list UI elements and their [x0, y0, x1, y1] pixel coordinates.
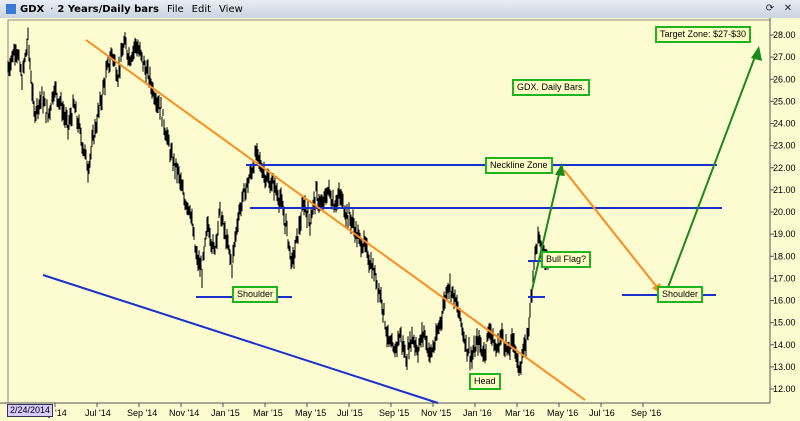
- x-tick-label: Sep '14: [127, 408, 157, 418]
- y-tick-label: 28.00: [773, 30, 796, 40]
- x-tick-label: Sep '15: [379, 408, 409, 418]
- target-arrow-line: [666, 53, 757, 291]
- y-tick-label: 24.00: [773, 119, 796, 129]
- target-zone-label: Target Zone: $27-$30: [655, 26, 752, 43]
- symbol-label: GDX: [20, 3, 45, 15]
- x-tick-label: Jul '16: [589, 408, 615, 418]
- y-tick-label: 25.00: [773, 96, 796, 106]
- y-tick-label: 21.00: [773, 185, 796, 195]
- y-tick-label: 15.00: [773, 318, 796, 328]
- chart-title-label: GDX. Daily Bars.: [512, 79, 591, 96]
- menu-view[interactable]: View: [219, 3, 243, 15]
- y-tick-label: 23.00: [773, 141, 796, 151]
- support-trendline: [42, 274, 439, 404]
- bull-flag-label: Bull Flag?: [541, 251, 592, 268]
- y-tick-label: 16.00: [773, 296, 796, 306]
- title-separator: ·: [50, 3, 54, 15]
- close-icon[interactable]: ✕: [783, 3, 793, 14]
- price-bars: [7, 27, 550, 376]
- head-label: Head: [469, 373, 501, 390]
- y-tick-label: 18.00: [773, 251, 796, 261]
- y-tick-label: 13.00: [773, 362, 796, 372]
- y-tick-label: 12.00: [773, 384, 796, 394]
- x-tick-label: Sep '16: [631, 408, 661, 418]
- app-icon: [6, 4, 16, 14]
- title-bar: GDX · 2 Years/Daily bars File Edit View …: [0, 0, 800, 18]
- x-tick-label: Jan '16: [463, 408, 492, 418]
- target-arrowhead: [751, 46, 762, 61]
- y-tick-label: 17.00: [773, 273, 796, 283]
- breakout-arrow-line: [531, 169, 561, 291]
- x-tick-label: Jul '14: [85, 408, 111, 418]
- y-tick-label: 27.00: [773, 52, 796, 62]
- refresh-icon[interactable]: ⟳: [765, 3, 775, 14]
- timeframe-label: 2 Years/Daily bars: [57, 3, 159, 15]
- menu-file[interactable]: File: [166, 3, 184, 15]
- x-tick-label: Jul '15: [337, 408, 363, 418]
- date-cursor-label: 2/24/2014: [7, 404, 54, 417]
- chart-panel[interactable]: 28.00 27.00 26.00 25.00 24.00 23.00 22.00 21.00…: [0, 18, 800, 421]
- x-tick-label: Nov '15: [421, 408, 451, 418]
- x-tick-label: May '16: [547, 408, 578, 418]
- x-tick-label: May '15: [295, 408, 326, 418]
- y-axis-panel: [770, 18, 800, 421]
- y-tick-label: 20.00: [773, 207, 796, 217]
- price-chart[interactable]: 28.00 27.00 26.00 25.00 24.00 23.00 22.00 21.00…: [0, 18, 800, 421]
- x-tick-label: Nov '14: [169, 408, 199, 418]
- breakout-arrowhead: [555, 163, 565, 176]
- y-tick-label: 19.00: [773, 229, 796, 239]
- neckline-zone-label: Neckline Zone: [485, 157, 553, 174]
- y-tick-label: 26.00: [773, 74, 796, 84]
- x-tick-label: Jan '15: [211, 408, 240, 418]
- menu-edit[interactable]: Edit: [191, 3, 212, 15]
- y-tick-label: 14.00: [773, 340, 796, 350]
- right-shoulder-label: Shoulder: [657, 286, 704, 303]
- x-tick-label: ay '14: [43, 408, 67, 418]
- y-tick-label: 22.00: [773, 163, 796, 173]
- x-tick-label: Mar '16: [505, 408, 535, 418]
- x-tick-label: Mar '15: [253, 408, 283, 418]
- left-shoulder-label: Shoulder: [232, 286, 279, 303]
- downtrend-line: [85, 39, 586, 401]
- projected-pullback-line: [563, 169, 661, 292]
